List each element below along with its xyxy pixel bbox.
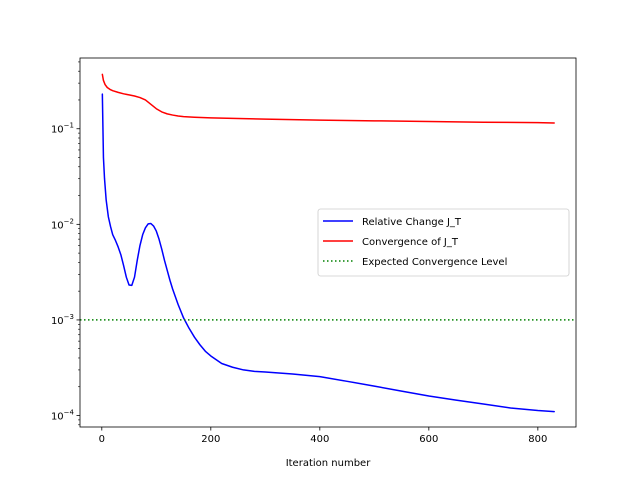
x-tick-label: 800	[528, 434, 547, 445]
y-axis-ticks: 10−1 10−2 10−3 10−4	[51, 61, 80, 426]
legend: Relative Change J_T Convergence of J_T Exp…	[317, 208, 570, 277]
plot-frame	[79, 57, 577, 428]
y-tick-label: 10−3	[51, 313, 74, 327]
legend-label-relative-change-j-t: Relative Change J_T	[362, 217, 462, 228]
legend-box	[317, 208, 570, 277]
y-tick-label: 10−1	[51, 122, 74, 136]
legend-label-expected-convergence-level: Expected Convergence Level	[362, 257, 507, 268]
series-layer	[80, 73, 576, 413]
series-line-convergence-of-j-t	[101, 73, 555, 124]
x-tick-label: 400	[310, 434, 329, 445]
series-line-relative-change-j-t	[101, 93, 555, 413]
x-tick-label: 0	[99, 434, 105, 445]
y-tick-label: 10−2	[51, 217, 74, 231]
x-tick-label: 200	[201, 434, 220, 445]
legend-label-convergence-of-j-t: Convergence of J_T	[362, 237, 459, 248]
x-axis-ticks: 0 200 400 600 800	[99, 427, 547, 445]
x-tick-label: 600	[419, 434, 438, 445]
y-tick-label: 10−4	[51, 409, 75, 423]
x-axis-label: Iteration number	[286, 458, 372, 469]
